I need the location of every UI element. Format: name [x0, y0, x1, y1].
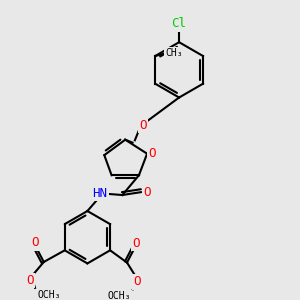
Text: O: O: [148, 147, 156, 160]
Text: O: O: [31, 236, 39, 249]
Text: OCH₃: OCH₃: [38, 290, 62, 300]
Text: HN: HN: [92, 187, 107, 200]
Text: Cl: Cl: [172, 17, 187, 30]
Text: O: O: [132, 237, 140, 250]
Text: O: O: [27, 274, 34, 287]
Text: CH₃: CH₃: [165, 48, 183, 58]
Text: OCH₃: OCH₃: [108, 291, 131, 300]
Text: O: O: [134, 275, 141, 288]
Text: O: O: [143, 186, 150, 199]
Text: O: O: [139, 119, 146, 132]
